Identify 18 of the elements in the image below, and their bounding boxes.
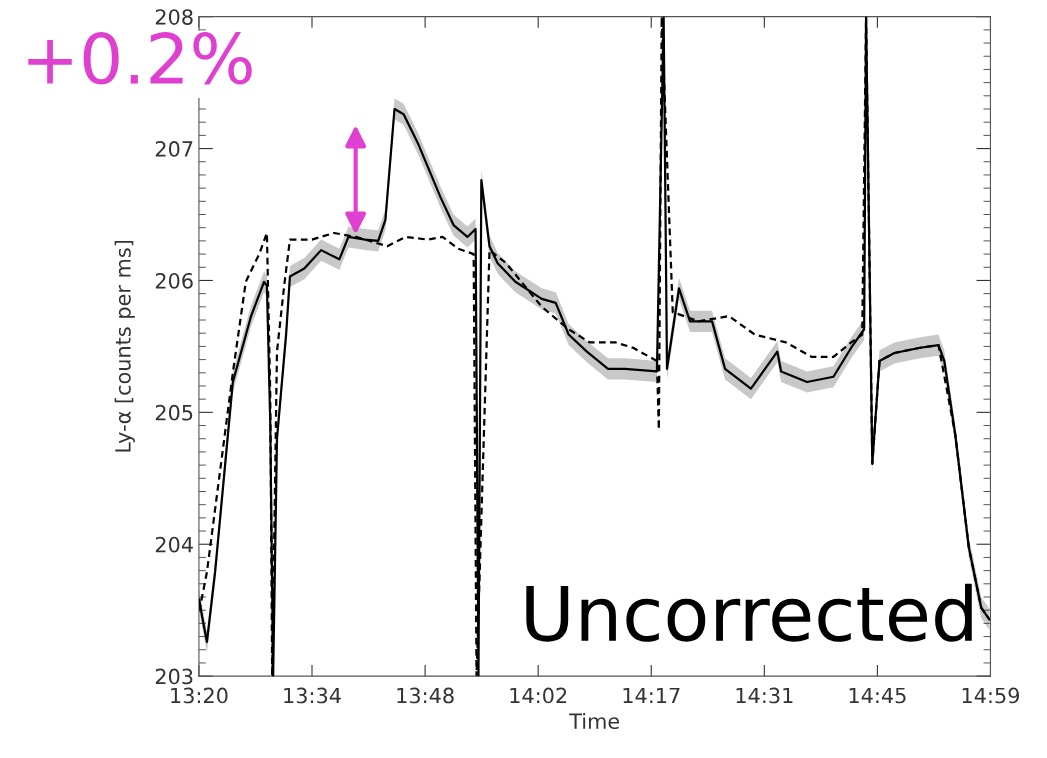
y-axis-title: Ly-α [counts per ms]: [114, 240, 135, 452]
y-tick-label: 204: [155, 536, 193, 553]
y-tick-label: 206: [155, 272, 193, 289]
x-tick-label: 14:59: [962, 687, 1020, 704]
x-tick-label: 14:17: [623, 687, 680, 704]
annotation: +0.2%: [28, 32, 252, 85]
y-tick-label: 207: [155, 141, 193, 157]
x-axis-title: Time: [569, 712, 620, 730]
x-tick-label: 13:34: [284, 687, 341, 704]
annotation: Uncorrected: [526, 583, 972, 642]
x-tick-label: 14:02: [510, 687, 567, 704]
y-tick-label: 205: [155, 404, 193, 421]
x-tick-label: 14:31: [736, 687, 793, 704]
y-tick-label: 208: [155, 9, 193, 25]
x-tick-label: 13:48: [397, 687, 454, 704]
x-tick-label: 14:45: [849, 687, 906, 704]
x-tick-label: 13:20: [171, 687, 228, 704]
y-tick-label: 203: [155, 668, 193, 685]
